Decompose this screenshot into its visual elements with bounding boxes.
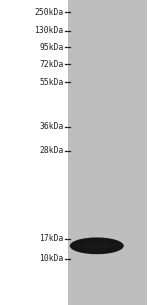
Text: 36kDa: 36kDa bbox=[39, 122, 64, 131]
Bar bbox=[68, 0, 147, 305]
Text: 95kDa: 95kDa bbox=[39, 43, 64, 52]
Text: 250kDa: 250kDa bbox=[34, 8, 64, 17]
Text: 28kDa: 28kDa bbox=[39, 146, 64, 156]
Text: 10kDa: 10kDa bbox=[39, 254, 64, 263]
Ellipse shape bbox=[70, 237, 124, 254]
Text: 130kDa: 130kDa bbox=[34, 26, 64, 35]
Text: 17kDa: 17kDa bbox=[39, 234, 64, 243]
Ellipse shape bbox=[82, 243, 112, 249]
Text: 55kDa: 55kDa bbox=[39, 78, 64, 87]
Text: 72kDa: 72kDa bbox=[39, 59, 64, 69]
